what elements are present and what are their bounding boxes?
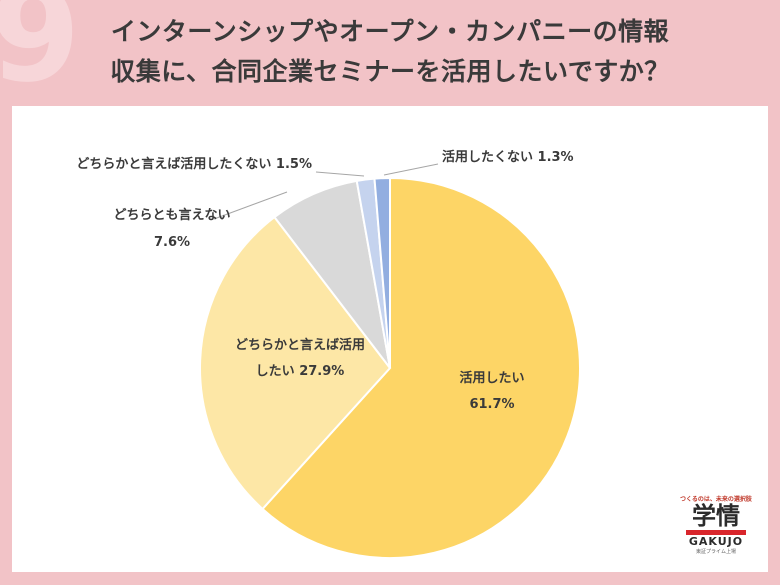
decorative-pin-icon: 9 bbox=[0, 0, 81, 111]
data-label-5-line-1: 活用したくない 1.3% bbox=[442, 149, 574, 165]
brand-tagline: つくるのは、未来の選択肢 bbox=[680, 496, 752, 503]
pie-slice-2 bbox=[199, 215, 392, 511]
pie-slice-5 bbox=[373, 176, 391, 369]
data-label-3-line-2: 7.6% bbox=[154, 235, 190, 250]
brand-name-jp: 学情 bbox=[692, 502, 740, 530]
data-label-3-line-1: どちらとも言えない bbox=[113, 207, 230, 223]
brand-sub: 東証プライム上場 bbox=[696, 549, 736, 555]
chart-title: インターンシップやオープン・カンパニーの情報 収集に、合同企業セミナーを活用した… bbox=[0, 12, 780, 92]
data-label-1-line-2: 61.7% bbox=[469, 397, 514, 412]
leader-line-4 bbox=[315, 171, 365, 177]
chart-panel: 活用したい 61.7% どちらかと言えば活用 したい 27.9% どちらとも言えない 7.… bbox=[12, 106, 768, 572]
gakujo-logo: つくるのは、未来の選択肢 学情 GAKUJO 東証プライム上場 bbox=[676, 492, 756, 566]
leader-line-3 bbox=[213, 191, 288, 220]
title-line-2: 収集に、合同企業セミナーを活用したいですか？ bbox=[110, 57, 670, 86]
brand-name-en: GAKUJO bbox=[688, 535, 744, 548]
brand-red-bar bbox=[686, 530, 746, 535]
data-label-2-line-2: したい 27.9% bbox=[256, 364, 345, 379]
leader-line-5 bbox=[383, 163, 439, 176]
data-label-1-line-1: 活用したい bbox=[459, 370, 524, 386]
data-label-4-line-1: どちらかと言えば活用したくない 1.5% bbox=[76, 156, 312, 172]
data-label-2-line-1: どちらかと言えば活用 bbox=[235, 337, 365, 353]
title-line-1: インターンシップやオープン・カンパニーの情報 bbox=[110, 17, 670, 46]
pie-slice-1 bbox=[261, 176, 581, 559]
